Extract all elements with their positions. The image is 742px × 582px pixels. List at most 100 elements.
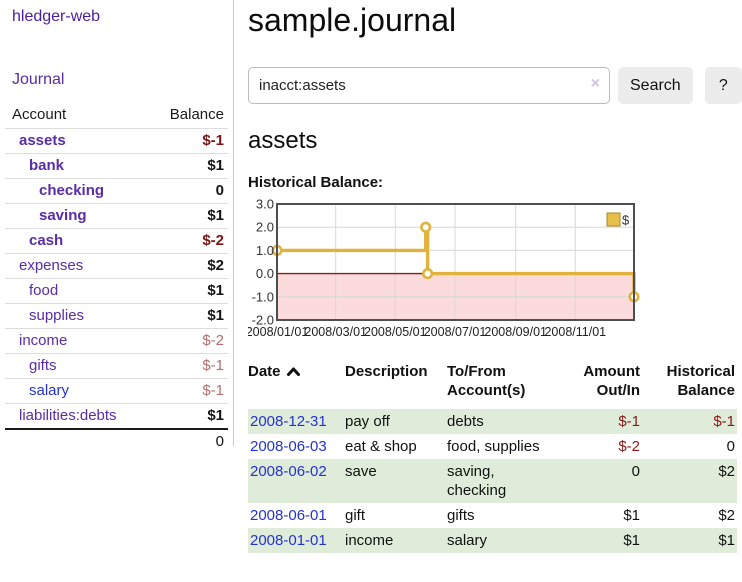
register-amount: $1 [557,503,642,528]
account-heading: assets [248,127,742,155]
register-description: income [345,528,447,553]
chart-xtick-label: 2008/09/01 [484,325,547,339]
register-accounts: salary [447,528,557,553]
chart-xtick-label: 2008/11/01 [544,325,606,339]
sidebar-account-link[interactable]: saving [39,207,87,224]
sidebar-account-balance: $-1 [117,129,229,154]
help-button[interactable]: ? [705,67,742,104]
chart-legend-swatch [607,213,620,226]
search-input[interactable] [248,67,610,104]
sidebar-account-link[interactable]: assets [19,132,66,149]
sidebar-account-balance: $1 [117,404,229,430]
register-amount: $-2 [557,434,642,459]
sidebar-account-link[interactable]: gifts [29,357,57,374]
register-date-link[interactable]: 2008-01-01 [250,532,327,549]
register-table: Date Description To/From Account(s) Amou… [248,360,737,553]
sidebar-account-balance: $1 [117,304,229,329]
register-amount: 0 [557,459,642,503]
sidebar-account-balance: $-1 [117,379,229,404]
sidebar-account-link[interactable]: income [19,332,67,349]
sidebar-accounts-body: assets$-1bank$1checking0saving$1cash$-2e… [5,129,228,430]
chart-ytick-label: -1.0 [252,289,274,304]
chart-legend-label: $ [622,213,630,228]
search-button[interactable]: Search [618,67,693,104]
sidebar-account-link[interactable]: liabilities:debts [19,407,117,424]
clear-search-icon[interactable]: × [591,75,600,93]
sidebar-account-balance: 0 [117,179,229,204]
register-row: 2008-06-03 eat & shopfood, supplies$-20 [248,434,737,459]
chart-ytick-label: 0.0 [256,266,274,281]
sidebar-account-balance: $1 [117,204,229,229]
chevron-up-icon [286,366,301,377]
nav-journal-link[interactable]: Journal [12,71,233,89]
sidebar-account-link[interactable]: supplies [29,307,84,324]
sidebar-account-balance: $2 [117,254,229,279]
register-balance: 0 [642,434,737,459]
register-row: 2008-01-01incomesalary$1$1 [248,528,737,553]
register-header-description: Description [345,360,447,409]
register-header-accounts: To/From Account(s) [447,360,557,409]
sidebar-account-balance: $1 [117,279,229,304]
sidebar-account-balance: $-2 [117,229,229,254]
sidebar-account-row: bank $1 [5,154,228,179]
register-accounts: saving, checking [447,459,557,503]
chart-ytick-label: 3.0 [256,197,274,212]
sidebar-account-link[interactable]: expenses [19,257,83,274]
sidebar-account-link[interactable]: salary [29,382,69,399]
register-amount: $1 [557,528,642,553]
register-description: eat & shop [345,434,447,459]
register-balance: $2 [642,503,737,528]
register-header-amount: Amount Out/In [557,360,642,409]
chart-title: Historical Balance: [248,174,742,191]
sidebar-account-row: cash $-2 [5,229,228,254]
sidebar-account-balance: $-1 [117,354,229,379]
sidebar-account-row: expenses $2 [5,254,228,279]
sidebar-account-balance: $1 [117,154,229,179]
sidebar-account-link[interactable]: cash [29,232,63,249]
register-header-date[interactable]: Date [248,360,345,409]
register-accounts: debts [447,409,557,434]
sidebar-account-row: checking 0 [5,179,228,204]
chart-ytick-label: 2.0 [256,220,274,235]
register-date-link[interactable]: 2008-06-01 [250,507,327,524]
register-balance: $2 [642,459,737,503]
chart-svg: $3.02.01.00.0-1.0-2.02008/01/012008/03/0… [248,197,742,345]
register-date-link[interactable]: 2008-06-03 [250,438,327,455]
sidebar-account-row: liabilities:debts$1 [5,404,228,430]
sidebar-account-row: gifts $-1 [5,354,228,379]
sidebar-account-row: assets $-1 [5,129,228,154]
register-row: 2008-12-31pay offdebts$-1$-1 [248,409,737,434]
register-description: gift [345,503,447,528]
sidebar-account-row: income $-2 [5,329,228,354]
sidebar-account-row: saving $1 [5,204,228,229]
register-balance: $-1 [642,409,737,434]
sidebar-header-account: Account [5,103,117,129]
sidebar-total-balance: 0 [117,429,229,454]
sidebar-account-balance: $-2 [117,329,229,354]
sidebar-account-link[interactable]: bank [29,157,64,174]
chart-point-marker [423,269,432,278]
sidebar-accounts-table: Account Balance assets$-1bank$1checking0… [5,103,228,454]
register-balance: $1 [642,528,737,553]
register-header-balance: Historical Balance [642,360,737,409]
chart-xtick-label: 2008/07/01 [424,325,487,339]
register-header-date-label: Date [248,363,281,380]
main-content: sample.journal × Search ? assets Histori… [248,0,742,553]
register-amount: $-1 [557,409,642,434]
register-date-link[interactable]: 2008-06-02 [250,463,327,480]
search-bar: × Search ? [248,67,742,104]
sidebar-divider [233,0,234,446]
sidebar-account-row: supplies $1 [5,304,228,329]
register-description: pay off [345,409,447,434]
register-accounts: gifts [447,503,557,528]
register-description: save [345,459,447,503]
chart-xtick-label: 2008/03/01 [304,325,367,339]
app-title-link[interactable]: hledger-web [12,8,233,26]
register-accounts: food, supplies [447,434,557,459]
chart-ytick-label: 1.0 [256,243,274,258]
historical-balance-chart[interactable]: $3.02.01.00.0-1.0-2.02008/01/012008/03/0… [248,197,742,345]
sidebar-account-link[interactable]: food [29,282,58,299]
register-date-link[interactable]: 2008-12-31 [250,413,327,430]
sidebar-account-link[interactable]: checking [39,182,104,199]
sidebar-total-row: 0 [5,429,228,454]
